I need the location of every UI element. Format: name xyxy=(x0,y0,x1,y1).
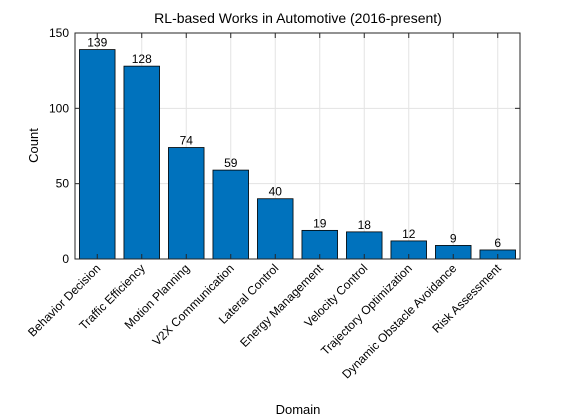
data-label-0: 139 xyxy=(87,36,107,50)
bar-4 xyxy=(257,198,294,260)
x-axis-label: Domain xyxy=(276,402,321,417)
y-tick-label: 0 xyxy=(62,252,69,266)
data-label-1: 128 xyxy=(132,52,152,66)
y-tick-label: 150 xyxy=(49,26,69,40)
data-label-5: 19 xyxy=(313,216,327,230)
data-label-6: 18 xyxy=(358,218,372,232)
data-label-3: 59 xyxy=(224,156,238,170)
data-label-4: 40 xyxy=(269,185,283,199)
y-tick-label: 100 xyxy=(49,101,69,115)
bar-3 xyxy=(212,169,249,260)
bar-0 xyxy=(79,49,116,260)
bar-2 xyxy=(168,147,205,260)
data-label-8: 9 xyxy=(450,231,457,245)
chart-title: RL-based Works in Automotive (2016-prese… xyxy=(154,10,442,26)
axes-layer xyxy=(74,32,521,260)
bar-1 xyxy=(123,65,160,260)
y-axis-label: Count xyxy=(26,128,41,163)
y-tick-label: 50 xyxy=(56,177,70,191)
bars-layer xyxy=(79,49,516,260)
plot-frame xyxy=(74,32,521,260)
data-label-7: 12 xyxy=(402,227,416,241)
data-label-2: 74 xyxy=(180,134,194,148)
data-label-9: 6 xyxy=(494,236,501,250)
